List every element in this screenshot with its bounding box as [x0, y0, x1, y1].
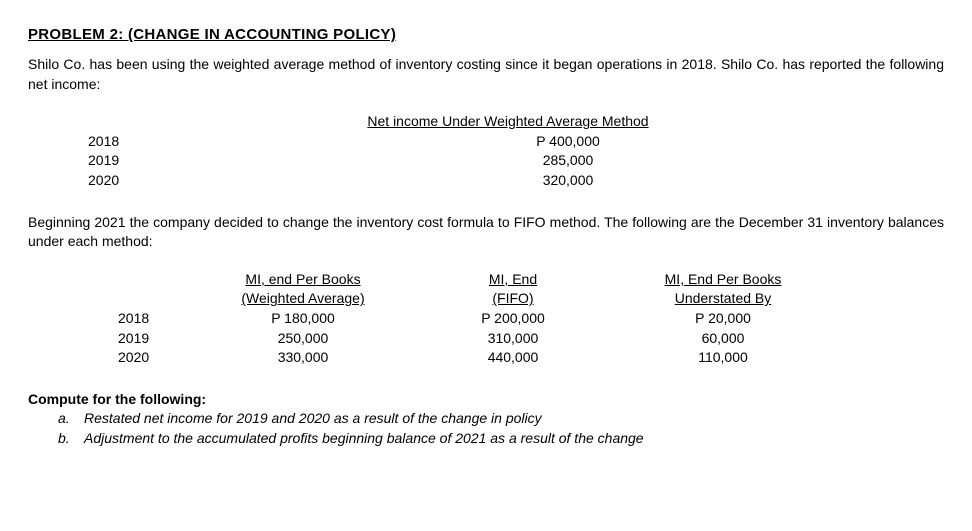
value-cell: 250,000: [198, 329, 408, 349]
intro-paragraph: Shilo Co. has been using the weighted av…: [28, 55, 944, 94]
list-item: b. Adjustment to the accumulated profits…: [58, 429, 944, 449]
col-header: Understated By: [618, 289, 828, 309]
year-cell: 2018: [88, 132, 368, 152]
col-header: MI, End Per Books: [618, 270, 828, 290]
col-header: (FIFO): [408, 289, 618, 309]
value-cell: 110,000: [618, 348, 828, 368]
inventory-table: MI, end Per Books MI, End MI, End Per Bo…: [118, 270, 944, 368]
mid-paragraph: Beginning 2021 the company decided to ch…: [28, 213, 944, 252]
income-header: Net income Under Weighted Average Method: [308, 112, 708, 132]
value-cell: 310,000: [408, 329, 618, 349]
list-marker: a.: [58, 409, 84, 429]
col-header: MI, End: [408, 270, 618, 290]
value-cell: P 20,000: [618, 309, 828, 329]
year-cell: 2020: [88, 171, 368, 191]
value-cell: 330,000: [198, 348, 408, 368]
value-cell: 440,000: [408, 348, 618, 368]
table-row: 2020 320,000: [88, 171, 944, 191]
problem-title: PROBLEM 2: (CHANGE IN ACCOUNTING POLICY): [28, 24, 944, 45]
list-marker: b.: [58, 429, 84, 449]
table-row: 2020 330,000 440,000 110,000: [118, 348, 944, 368]
income-table: Net income Under Weighted Average Method…: [88, 112, 944, 190]
compute-title: Compute for the following:: [28, 390, 944, 410]
value-cell: P 200,000: [408, 309, 618, 329]
list-text: Adjustment to the accumulated profits be…: [84, 429, 644, 449]
value-cell: P 400,000: [368, 132, 768, 152]
year-cell: 2019: [118, 329, 198, 349]
col-header: (Weighted Average): [198, 289, 408, 309]
year-cell: 2018: [118, 309, 198, 329]
table-row: 2018 P 180,000 P 200,000 P 20,000: [118, 309, 944, 329]
table-row: 2018 P 400,000: [88, 132, 944, 152]
value-cell: P 180,000: [198, 309, 408, 329]
list-text: Restated net income for 2019 and 2020 as…: [84, 409, 542, 429]
col-header: MI, end Per Books: [198, 270, 408, 290]
year-cell: 2019: [88, 151, 368, 171]
value-cell: 285,000: [368, 151, 768, 171]
table-row: 2019 250,000 310,000 60,000: [118, 329, 944, 349]
table-header-row: (Weighted Average) (FIFO) Understated By: [118, 289, 944, 309]
list-item: a. Restated net income for 2019 and 2020…: [58, 409, 944, 429]
table-header-row: MI, end Per Books MI, End MI, End Per Bo…: [118, 270, 944, 290]
year-cell: 2020: [118, 348, 198, 368]
table-row: 2019 285,000: [88, 151, 944, 171]
compute-section: Compute for the following: a. Restated n…: [28, 390, 944, 449]
value-cell: 320,000: [368, 171, 768, 191]
value-cell: 60,000: [618, 329, 828, 349]
